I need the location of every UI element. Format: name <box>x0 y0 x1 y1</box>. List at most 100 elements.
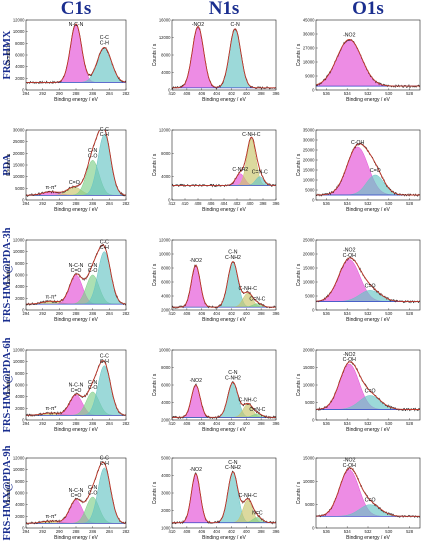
y-tick-label: 8000 <box>15 479 25 484</box>
peak-label: C-NH-C <box>239 493 258 499</box>
x-axis-label: Binding energy / eV <box>202 97 246 103</box>
y-tick-label: 10000 <box>303 178 315 183</box>
peak-label: C-N C-O <box>88 485 98 496</box>
x-axis-label: Binding energy / eV <box>346 535 390 541</box>
peak-label: C=O <box>69 180 80 186</box>
y-tick-label: 4000 <box>161 473 171 478</box>
x-tick-label: 286 <box>89 91 97 96</box>
x-tick-label: 398 <box>260 201 268 206</box>
y-tick-label: 4000 <box>15 394 25 399</box>
peak-label: -NO2 <box>190 378 203 384</box>
y-tick-label: 12000 <box>13 238 25 243</box>
peak-label: π-π* <box>46 406 57 412</box>
peak-label: C=O <box>370 168 381 174</box>
peak-label: N-C-N C=O <box>69 383 84 394</box>
x-tick-label: 292 <box>39 421 47 426</box>
row-label-pda: PDA <box>2 154 13 176</box>
x-tick-label: 294 <box>23 91 31 96</box>
x-tick-label: 530 <box>385 529 393 534</box>
y-tick-label: 4000 <box>161 174 171 179</box>
peak-label: -NO2 <box>343 32 356 38</box>
panel-n1s-frs-hmx-pda-9h: 410 408 406 404 402 400 398 396 1000 2000 3000 4000… <box>152 456 280 542</box>
row-labels: FRS-HMX PDA FRS-HMX@PDA-3h FRS-HMX@PDA-6h FR… <box>2 30 13 540</box>
y-tick-label: 15000 <box>303 266 315 271</box>
y-tick-label: 15000 <box>303 365 315 370</box>
peak-label: C-C C-H <box>100 239 109 250</box>
x-tick-label: 402 <box>228 421 236 426</box>
x-tick-label: 404 <box>213 529 221 534</box>
x-tick-label: 404 <box>213 91 221 96</box>
x-tick-label: 532 <box>365 529 373 534</box>
x-tick-label: 408 <box>183 311 191 316</box>
panel-c1s-frs-hmx-pda-6h: 294 292 290 288 286 284 282 0 2000 4000 6000 8000 10… <box>6 348 130 434</box>
y-tick-label: 35000 <box>303 128 315 133</box>
y-tick-label: 0 <box>22 88 25 93</box>
y-axis-label: Counts / s <box>6 153 12 176</box>
peak-label: π-π* <box>46 185 57 191</box>
y-tick-label: 0 <box>22 418 25 423</box>
panel-n1s-frs-hmx-pda-6h: 410 408 406 404 402 400 398 396 2000 4000 6000 8000… <box>152 348 280 434</box>
peak-label: C-C C-H <box>100 354 109 365</box>
y-tick-label: 10000 <box>303 479 315 484</box>
x-tick-label: 410 <box>182 201 190 206</box>
peak-label: -NO2 C-OH <box>343 247 357 258</box>
y-tick-label: 20000 <box>303 158 315 163</box>
x-tick-label: 396 <box>273 311 281 316</box>
x-tick-label: 536 <box>323 421 331 426</box>
y-tick-label: 16000 <box>159 18 171 23</box>
peak-label: C=O <box>365 389 376 395</box>
y-tick-label: 5000 <box>161 456 171 461</box>
x-tick-label: 398 <box>258 529 266 534</box>
peak-label: -NO2 <box>190 258 203 264</box>
y-tick-label: 4000 <box>15 502 25 507</box>
y-tick-label: 5000 <box>305 502 315 507</box>
x-tick-label: 398 <box>258 91 266 96</box>
peak-label: -NO2 <box>192 22 205 28</box>
y-tick-label: 0 <box>312 526 315 531</box>
y-tick-label: 5000 <box>305 400 315 405</box>
y-axis-label: Counts / s <box>152 373 158 396</box>
spectra-panels: 294 292 290 288 286 284 2820200040006000800010… <box>6 18 421 542</box>
y-tick-label: 4000 <box>15 64 25 69</box>
column-title-n1s: N1s <box>209 0 240 19</box>
x-tick-label: 534 <box>344 529 352 534</box>
x-axis-label: Binding energy / eV <box>54 427 98 433</box>
x-tick-label: 288 <box>73 311 81 316</box>
x-tick-label: 288 <box>73 91 81 96</box>
y-tick-label: 4000 <box>161 400 171 405</box>
y-tick-label: 2000 <box>15 296 25 301</box>
y-tick-label: 6000 <box>15 491 25 496</box>
peak-label: C-N C-NH2 <box>225 460 241 471</box>
x-tick-label: 532 <box>365 201 373 206</box>
y-tick-label: 0 <box>312 88 315 93</box>
y-tick-label: 9000 <box>305 74 315 79</box>
peak-label: C-C C-H <box>100 456 109 467</box>
panel-c1s-frs-hmx-pda-3h: 294 292 290 288 286 284 282 0 2000 4000 6000 8000 10… <box>6 238 130 324</box>
x-tick-label: 536 <box>323 91 331 96</box>
x-tick-label: 398 <box>258 311 266 316</box>
x-tick-label: 530 <box>385 201 393 206</box>
x-axis-label: Binding energy / eV <box>202 317 246 323</box>
x-tick-label: 294 <box>23 201 31 206</box>
panel-c1s-frs-hmx-pda-9h: 294 292 290 288 286 284 282 0 2000 4000 6000 8000 10… <box>6 456 130 542</box>
x-tick-label: 406 <box>198 311 206 316</box>
y-tick-label: 8000 <box>161 266 171 271</box>
y-tick-label: 25000 <box>303 238 315 243</box>
x-tick-label: 528 <box>406 201 414 206</box>
y-tick-label: 2000 <box>161 418 171 423</box>
x-tick-label: 406 <box>198 91 206 96</box>
y-axis-label: Counts / s <box>296 43 302 66</box>
y-tick-label: 3000 <box>161 491 171 496</box>
peak-label: C=O <box>365 498 376 504</box>
peak-label: C-N C-NH2 <box>225 370 241 381</box>
column-title-c1s: C1s <box>61 0 92 19</box>
x-tick-label: 396 <box>273 201 281 206</box>
y-tick-label: 10000 <box>13 29 25 34</box>
x-tick-label: 396 <box>273 91 281 96</box>
envelope-o1s-frs-hmx-pda-9h <box>316 467 420 517</box>
y-axis-label: Counts / s <box>296 373 302 396</box>
x-tick-label: 292 <box>39 311 47 316</box>
panel-c1s-frs-hmx: 294 292 290 288 286 284 282 0 2000 4000 6000 8000 10… <box>6 18 130 104</box>
x-axis-label: Binding energy / eV <box>54 317 98 323</box>
y-tick-label: 30000 <box>303 138 315 143</box>
